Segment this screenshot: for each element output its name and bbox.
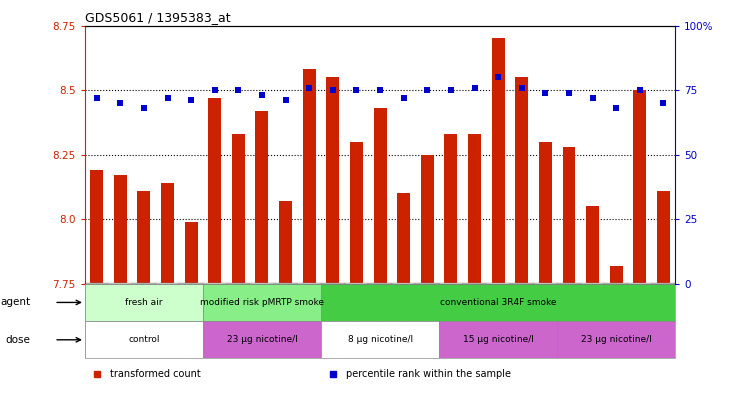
Bar bbox=[203, 284, 321, 321]
Bar bbox=[326, 77, 339, 284]
Bar bbox=[610, 266, 623, 284]
Bar bbox=[203, 321, 321, 358]
Point bbox=[421, 87, 433, 93]
Bar bbox=[279, 201, 292, 284]
Bar bbox=[657, 191, 670, 284]
Text: conventional 3R4F smoke: conventional 3R4F smoke bbox=[440, 298, 556, 307]
Point bbox=[185, 97, 197, 104]
Text: 23 µg nicotine/l: 23 µg nicotine/l bbox=[227, 335, 297, 344]
Point bbox=[91, 95, 103, 101]
Point bbox=[327, 87, 339, 93]
Text: dose: dose bbox=[6, 335, 30, 345]
Bar bbox=[85, 284, 203, 321]
Point bbox=[539, 90, 551, 96]
Text: fresh air: fresh air bbox=[125, 298, 162, 307]
Bar bbox=[232, 134, 245, 284]
Point bbox=[469, 84, 480, 91]
Bar bbox=[303, 70, 316, 284]
Bar bbox=[184, 222, 198, 284]
Text: transformed count: transformed count bbox=[110, 369, 201, 379]
Bar bbox=[321, 321, 439, 358]
Text: percentile rank within the sample: percentile rank within the sample bbox=[346, 369, 511, 379]
Text: 8 µg nicotine/l: 8 µg nicotine/l bbox=[348, 335, 413, 344]
Point bbox=[280, 97, 292, 104]
Text: agent: agent bbox=[1, 298, 30, 307]
Bar bbox=[373, 108, 387, 284]
Point bbox=[658, 100, 669, 106]
Point bbox=[351, 87, 362, 93]
Bar bbox=[255, 111, 269, 284]
Bar bbox=[444, 134, 458, 284]
Bar bbox=[321, 284, 675, 321]
Point bbox=[232, 87, 244, 93]
Point bbox=[138, 105, 150, 111]
Bar bbox=[586, 206, 599, 284]
Text: GDS5061 / 1395383_at: GDS5061 / 1395383_at bbox=[85, 11, 230, 24]
Bar bbox=[137, 191, 151, 284]
Bar bbox=[208, 98, 221, 284]
Point bbox=[587, 95, 599, 101]
Bar bbox=[633, 90, 646, 284]
Point bbox=[516, 84, 528, 91]
Bar bbox=[515, 77, 528, 284]
Point bbox=[114, 100, 126, 106]
Point bbox=[256, 92, 268, 98]
Point bbox=[634, 87, 646, 93]
Point bbox=[303, 84, 315, 91]
Point bbox=[445, 87, 457, 93]
Bar bbox=[468, 134, 481, 284]
Bar bbox=[114, 175, 127, 284]
Bar bbox=[397, 193, 410, 284]
Bar bbox=[421, 155, 434, 284]
Bar bbox=[161, 183, 174, 284]
Bar bbox=[557, 321, 675, 358]
Point bbox=[162, 95, 173, 101]
Bar bbox=[539, 142, 552, 284]
Point bbox=[374, 87, 386, 93]
Text: modified risk pMRTP smoke: modified risk pMRTP smoke bbox=[200, 298, 324, 307]
Text: 23 µg nicotine/l: 23 µg nicotine/l bbox=[581, 335, 652, 344]
Text: control: control bbox=[128, 335, 159, 344]
Point bbox=[398, 95, 410, 101]
Point bbox=[563, 90, 575, 96]
Point bbox=[610, 105, 622, 111]
Point bbox=[209, 87, 221, 93]
Bar bbox=[492, 39, 505, 284]
Bar bbox=[85, 321, 203, 358]
Bar bbox=[350, 142, 363, 284]
Bar bbox=[90, 170, 103, 284]
Text: 15 µg nicotine/l: 15 µg nicotine/l bbox=[463, 335, 534, 344]
Bar bbox=[439, 321, 557, 358]
Bar bbox=[562, 147, 576, 284]
Point bbox=[492, 74, 504, 80]
